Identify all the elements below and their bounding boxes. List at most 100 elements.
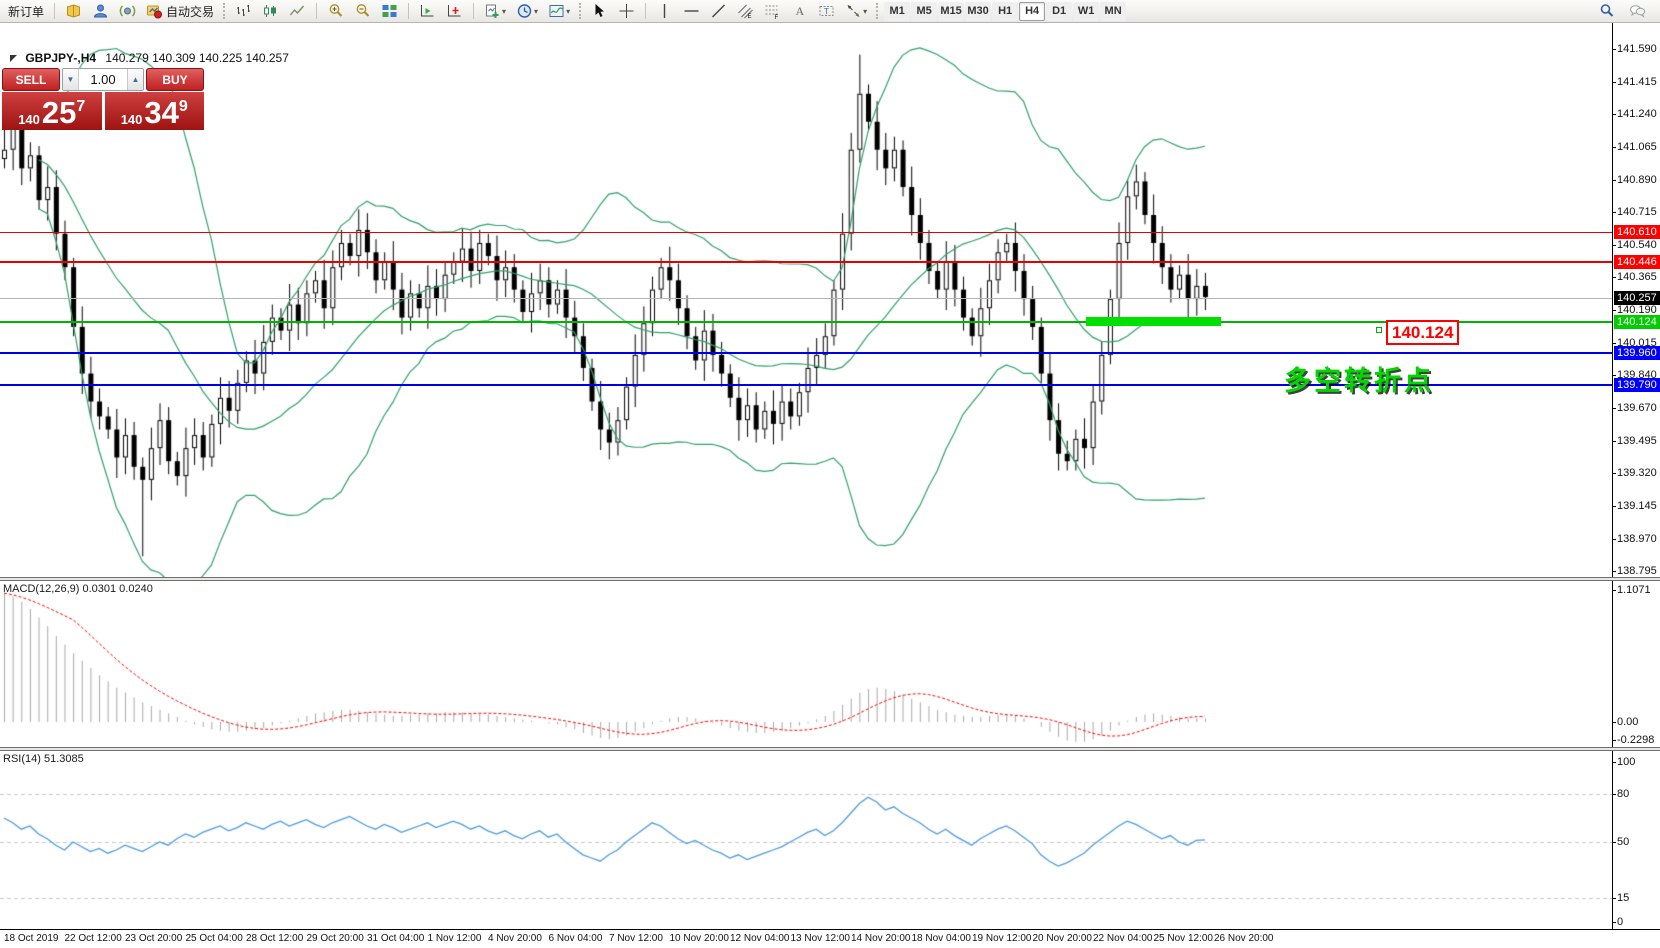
macd-pane: MACD(12,26,9) 0.0301 0.0240 — [0, 581, 1612, 747]
candlestick-chart-icon[interactable] — [258, 1, 283, 21]
zoom-out-icon[interactable] — [350, 1, 375, 21]
timeframe-m1[interactable]: M1 — [884, 1, 911, 21]
timeframe-m15[interactable]: M15 — [938, 1, 965, 21]
time-axis-label: 1 Nov 12:00 — [427, 933, 482, 944]
timeframe-mn[interactable]: MN — [1100, 1, 1127, 21]
horizontal-level-line[interactable] — [0, 261, 1612, 263]
highlight-segment[interactable] — [1086, 317, 1221, 326]
toolbar-drag-handle[interactable] — [876, 3, 879, 19]
time-axis-label: 7 Nov 12:00 — [609, 933, 663, 944]
rsi-pane: RSI(14) 51.3085 — [0, 751, 1612, 929]
cursor-icon[interactable] — [587, 1, 612, 21]
rsi-label: RSI(14) 51.3085 — [3, 753, 84, 765]
price-annotation-box[interactable]: 140.124 — [1386, 320, 1460, 345]
horizontal-level-line[interactable] — [0, 384, 1612, 386]
rsi-canvas[interactable] — [0, 751, 1612, 929]
volume-increase-button[interactable]: ▲ — [127, 69, 143, 90]
volume-stepper: ▼ 1.00 ▲ — [62, 68, 144, 91]
vertical-line-icon[interactable] — [652, 1, 677, 21]
horizontal-level-line[interactable] — [0, 321, 1612, 323]
chart-corner-arrow-icon — [10, 55, 17, 62]
price-badge: 140.257 — [1614, 290, 1660, 305]
time-axis-label: 6 Nov 04:00 — [548, 933, 603, 944]
svg-text:E: E — [748, 14, 752, 19]
equidistant-channel-icon[interactable]: E — [733, 1, 758, 21]
main-chart-canvas[interactable] — [0, 23, 1612, 577]
timeframe-h1[interactable]: H1 — [992, 1, 1019, 21]
sell-button[interactable]: SELL — [2, 68, 60, 91]
time-axis-label: 25 Nov 12:00 — [1153, 933, 1214, 944]
indicators-button[interactable]: ▾ — [544, 1, 574, 21]
text-label-icon[interactable]: T — [814, 1, 839, 21]
horizontal-level-line[interactable] — [0, 232, 1612, 233]
svg-text:A: A — [796, 4, 805, 18]
line-chart-icon[interactable] — [285, 1, 310, 21]
rsi-axis-label: 100 — [1611, 756, 1636, 768]
svg-text:F: F — [775, 15, 779, 19]
new-order-button[interactable]: 新订单 — [4, 1, 48, 21]
current-price-line[interactable] — [0, 298, 1612, 299]
toolbar-separator — [316, 3, 318, 19]
timeframe-toolbar: M1 M5 M15 M30 H1 H4 D1 W1 MN — [884, 1, 1127, 21]
market-watch-icon[interactable] — [88, 1, 113, 21]
sell-price-display[interactable]: 140 25 7 — [2, 92, 102, 130]
rsi-axis-label: 0 — [1611, 916, 1624, 928]
sell-price-pips: 25 — [41, 95, 77, 130]
time-axis-label: 22 Oct 12:00 — [64, 933, 122, 944]
arrows-tool-button[interactable]: ▾ — [841, 1, 871, 21]
chart-note-text[interactable]: 多空转折点 — [1284, 366, 1434, 396]
chart-shift-icon[interactable] — [442, 1, 467, 21]
fibonacci-icon[interactable]: F — [760, 1, 785, 21]
price-badge: 140.124 — [1614, 315, 1660, 330]
pane-splitter[interactable] — [0, 747, 1660, 751]
price-board-icon[interactable] — [61, 1, 86, 21]
trendline-icon[interactable] — [706, 1, 731, 21]
time-axis[interactable]: 18 Oct 2019 22 Oct 12:00 23 Oct 20:00 25 Oc… — [0, 929, 1660, 948]
crosshair-icon[interactable] — [614, 1, 639, 21]
price-badge: 139.960 — [1614, 346, 1660, 361]
time-axis-label: 23 Oct 20:00 — [125, 933, 183, 944]
main-toolbar: 新订单 自动交易 ▾ — [0, 0, 1660, 23]
search-icon[interactable] — [1594, 1, 1619, 21]
new-chart-button[interactable]: ▾ — [480, 1, 510, 21]
price-axis[interactable]: 141.590 141.415 141.240 141.065 140.890 140.7… — [1611, 23, 1660, 929]
tile-windows-icon[interactable] — [377, 1, 402, 21]
timeframe-m30[interactable]: M30 — [965, 1, 992, 21]
buy-price-point: 9 — [178, 98, 188, 115]
macd-axis-label: -0.2298 — [1611, 734, 1655, 746]
volume-decrease-button[interactable]: ▼ — [63, 69, 79, 90]
rsi-axis-label: 50 — [1611, 836, 1630, 848]
timeframe-m5[interactable]: M5 — [911, 1, 938, 21]
macd-canvas[interactable] — [0, 581, 1612, 747]
toolbar-drag-handle[interactable] — [579, 3, 582, 19]
time-axis-label: 20 Nov 20:00 — [1032, 933, 1093, 944]
auto-scroll-icon[interactable] — [415, 1, 440, 21]
annotation-anchor-handle[interactable] — [1376, 327, 1382, 333]
price-tick-label: 139.320 — [1612, 467, 1657, 480]
time-axis-label: 19 Nov 12:00 — [972, 933, 1032, 944]
time-axis-label: 28 Oct 12:00 — [246, 933, 304, 944]
buy-button[interactable]: BUY — [146, 68, 204, 91]
buy-price-display[interactable]: 140 34 9 — [104, 92, 204, 130]
pane-splitter[interactable] — [0, 577, 1660, 581]
timeframe-w1[interactable]: W1 — [1073, 1, 1100, 21]
volume-value[interactable]: 1.00 — [90, 72, 116, 87]
price-tick-label: 140.540 — [1612, 238, 1657, 251]
zoom-in-icon[interactable] — [323, 1, 348, 21]
bar-chart-icon[interactable] — [231, 1, 256, 21]
time-axis-label: 13 Nov 12:00 — [790, 933, 851, 944]
macd-axis-label: 1.1071 — [1612, 584, 1651, 596]
timeframe-d1[interactable]: D1 — [1046, 1, 1073, 21]
horizontal-line-icon[interactable] — [679, 1, 704, 21]
chat-icon[interactable] — [1625, 1, 1650, 21]
price-tick-label: 138.795 — [1612, 565, 1657, 578]
timeframe-h4[interactable]: H4 — [1019, 1, 1046, 21]
text-tool-icon[interactable]: A — [787, 1, 812, 21]
time-axis-label: 25 Oct 04:00 — [185, 933, 243, 944]
profiles-clock-button[interactable]: ▾ — [512, 1, 542, 21]
toolbar-drag-handle[interactable] — [223, 3, 226, 19]
autotrading-button[interactable]: 自动交易 — [142, 1, 218, 21]
data-window-icon[interactable] — [115, 1, 140, 21]
horizontal-level-line[interactable] — [0, 352, 1612, 354]
autotrading-label: 自动交易 — [166, 4, 215, 19]
